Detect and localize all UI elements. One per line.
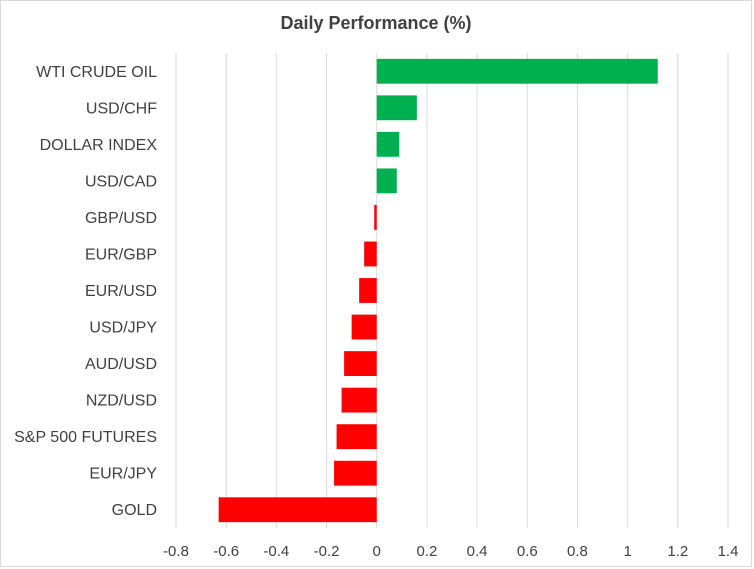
category-label: NZD/USD	[86, 393, 157, 410]
x-tick-label: -0.2	[314, 543, 340, 560]
bar	[364, 241, 377, 267]
category-label: DOLLAR INDEX	[40, 137, 158, 154]
bar	[376, 168, 397, 194]
category-label: S&P 500 FUTURES	[14, 429, 157, 446]
x-tick-label: 0	[373, 543, 381, 560]
bar	[376, 58, 658, 84]
category-label: AUD/USD	[85, 356, 157, 373]
category-label: USD/CAD	[85, 173, 157, 190]
bars	[218, 58, 658, 523]
category-label: GBP/USD	[85, 210, 157, 227]
bar	[336, 424, 377, 450]
bar	[376, 95, 417, 121]
x-tick-label: -0.8	[163, 543, 189, 560]
x-tick-label: 0.4	[467, 543, 488, 560]
x-tick-label: 1.4	[718, 543, 739, 560]
bar	[376, 131, 400, 157]
category-label: WTI CRUDE OIL	[36, 64, 157, 81]
category-label: EUR/GBP	[85, 246, 157, 263]
category-labels: WTI CRUDE OIL USD/CHF DOLLAR INDEX USD/CAD G…	[14, 64, 157, 519]
grid-lines	[175, 53, 729, 528]
category-label: GOLD	[112, 502, 157, 519]
bar	[334, 460, 377, 486]
x-tick-label: 0.8	[567, 543, 588, 560]
bar	[351, 314, 377, 340]
x-tick-label: -0.4	[263, 543, 289, 560]
bar	[344, 351, 377, 376]
bar	[341, 387, 377, 413]
x-tick-label: 0.6	[517, 543, 538, 560]
x-axis-ticks: -0.8 -0.6 -0.4 -0.2 0 0.2 0.4 0.6 0.8 1 1.2 1.4	[163, 543, 738, 560]
x-tick-label: 1.2	[667, 543, 688, 560]
bar	[359, 278, 377, 303]
x-tick-label: 1	[623, 543, 631, 560]
category-label: EUR/JPY	[89, 466, 157, 483]
category-label: USD/JPY	[89, 320, 157, 337]
chart-title: Daily Performance (%)	[280, 13, 472, 33]
x-tick-label: -0.6	[213, 543, 239, 560]
x-tick-label: 0.2	[416, 543, 437, 560]
category-label: USD/CHF	[86, 100, 157, 117]
bar	[374, 205, 377, 230]
bar	[218, 497, 377, 523]
category-label: EUR/USD	[85, 283, 157, 300]
